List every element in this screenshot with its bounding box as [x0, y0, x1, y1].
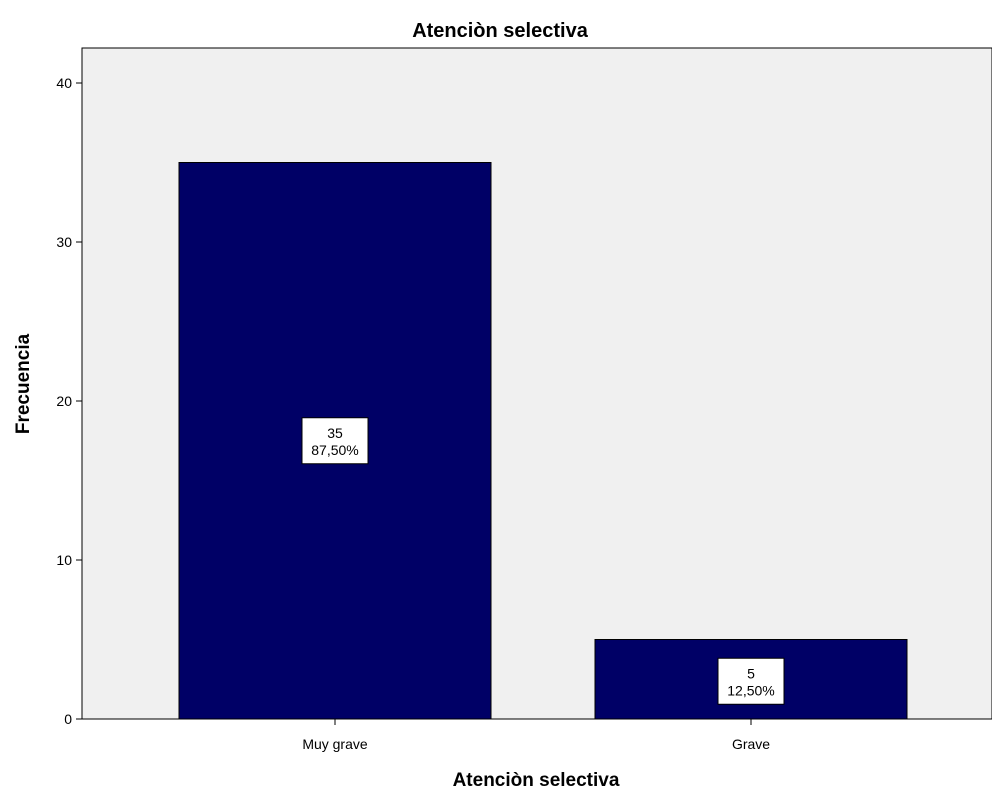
y-axis-ticks: 0 10 20 30 40	[56, 75, 82, 727]
data-label-box	[717, 657, 785, 705]
y-tick-label: 0	[64, 711, 72, 727]
x-axis-ticks: Muy grave Grave	[302, 719, 770, 752]
data-label-count: 35	[327, 425, 343, 441]
y-axis-label: Frecuencia	[13, 333, 34, 434]
x-tick-label: Muy grave	[302, 736, 368, 752]
x-tick-label: Grave	[732, 736, 770, 752]
bar	[178, 162, 492, 720]
data-label-percent: 87,50%	[311, 442, 358, 458]
y-tick-label: 20	[56, 393, 72, 409]
y-tick-label: 10	[56, 552, 72, 568]
y-tick-label: 30	[56, 234, 72, 250]
data-label-box	[301, 417, 369, 465]
chart-title: Atenciòn selectiva	[412, 20, 589, 42]
y-tick-label: 40	[56, 75, 72, 91]
data-label-percent: 12,50%	[727, 682, 774, 698]
x-axis-label: Atenciòn selectiva	[453, 770, 620, 791]
data-label-count: 5	[747, 665, 755, 681]
